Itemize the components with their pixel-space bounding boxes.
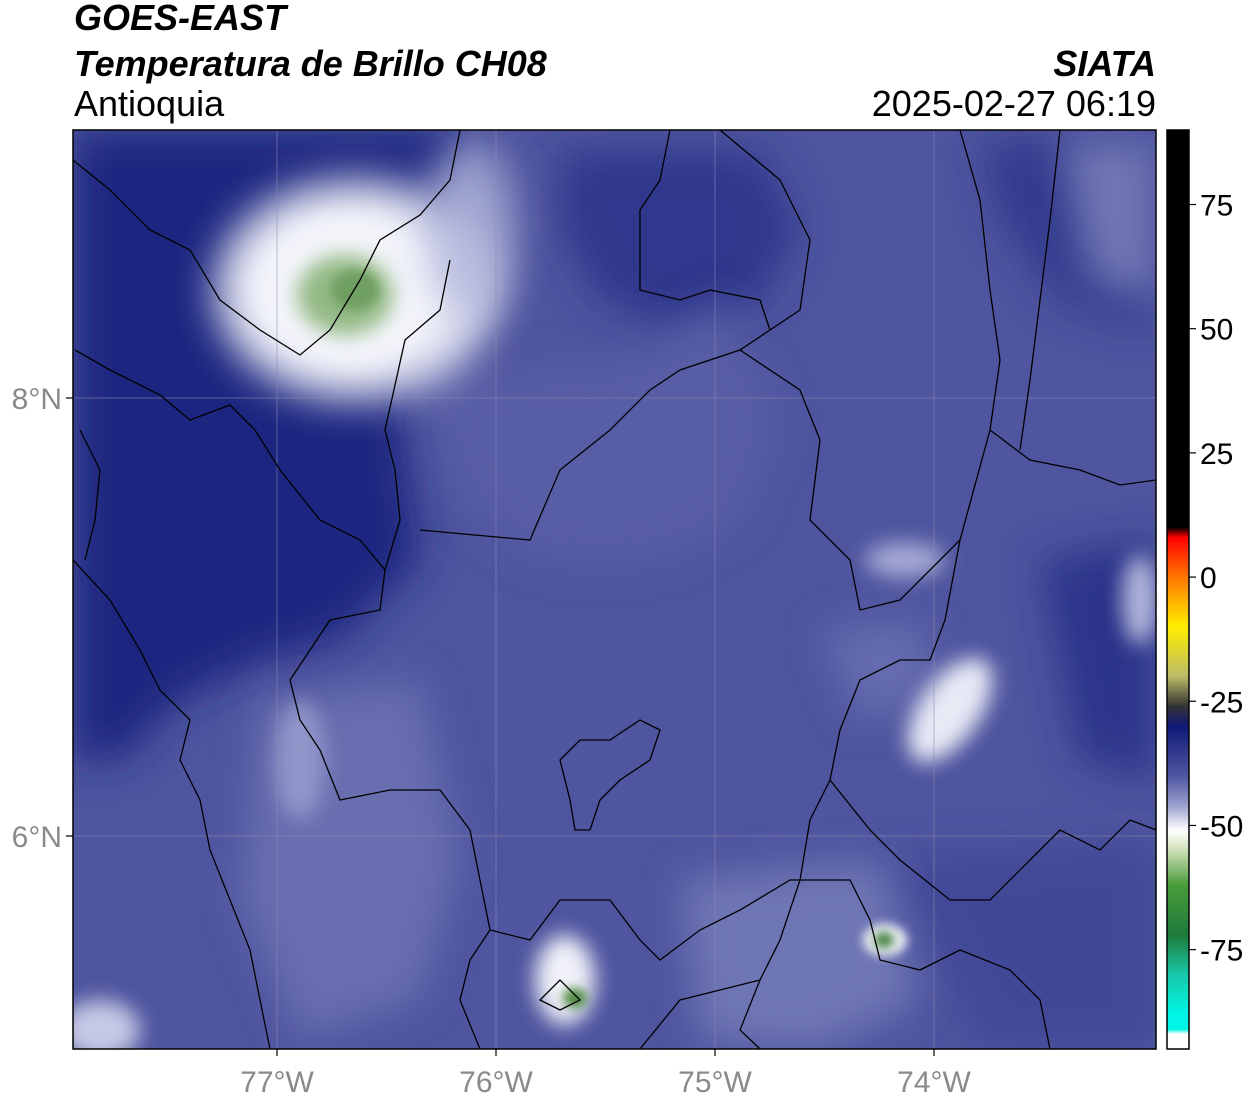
map-frame [72, 129, 1157, 1050]
region-label: Antioquia [74, 83, 225, 124]
lon-tick-label: 74°W [897, 1066, 971, 1099]
colorbar-tick-label: -50 [1200, 810, 1243, 843]
lon-tick-label: 75°W [678, 1066, 752, 1099]
lat-tick-label: 6°N [12, 821, 62, 854]
colorbar-ticks: 75 50 25 0 -25 -50 -75 [1189, 190, 1243, 968]
colorbar: 75 50 25 0 -25 -50 -75 [1166, 129, 1243, 1050]
colorbar-frame [1166, 129, 1190, 1050]
brightness-temperature-field [73, 130, 1156, 1049]
colorbar-tick-label: -25 [1200, 686, 1243, 719]
organization-label: SIATA [1053, 43, 1156, 84]
gridlines [73, 130, 1156, 1049]
colorbar-tick-label: -75 [1200, 935, 1243, 968]
colorbar-tick-label: 75 [1200, 190, 1233, 223]
satellite-title: GOES-EAST [74, 0, 287, 38]
colorbar-gradient [1167, 130, 1189, 1049]
very-cold-cores [297, 255, 894, 1008]
latitude-ticks: 8°N 6°N [12, 383, 73, 854]
longitude-ticks: 77°W 76°W 75°W 74°W [240, 1049, 972, 1099]
colorbar-tick-label: 0 [1200, 562, 1217, 595]
admin-boundaries [73, 130, 1156, 1049]
product-title: Temperatura de Brillo CH08 [74, 43, 547, 84]
colorbar-tick-label: 25 [1200, 438, 1233, 471]
lon-tick-label: 77°W [240, 1066, 314, 1099]
lat-tick-label: 8°N [12, 383, 62, 416]
timestamp-label: 2025-02-27 06:19 [871, 83, 1156, 124]
colorbar-tick-label: 50 [1200, 314, 1233, 347]
lon-tick-label: 76°W [459, 1066, 533, 1099]
